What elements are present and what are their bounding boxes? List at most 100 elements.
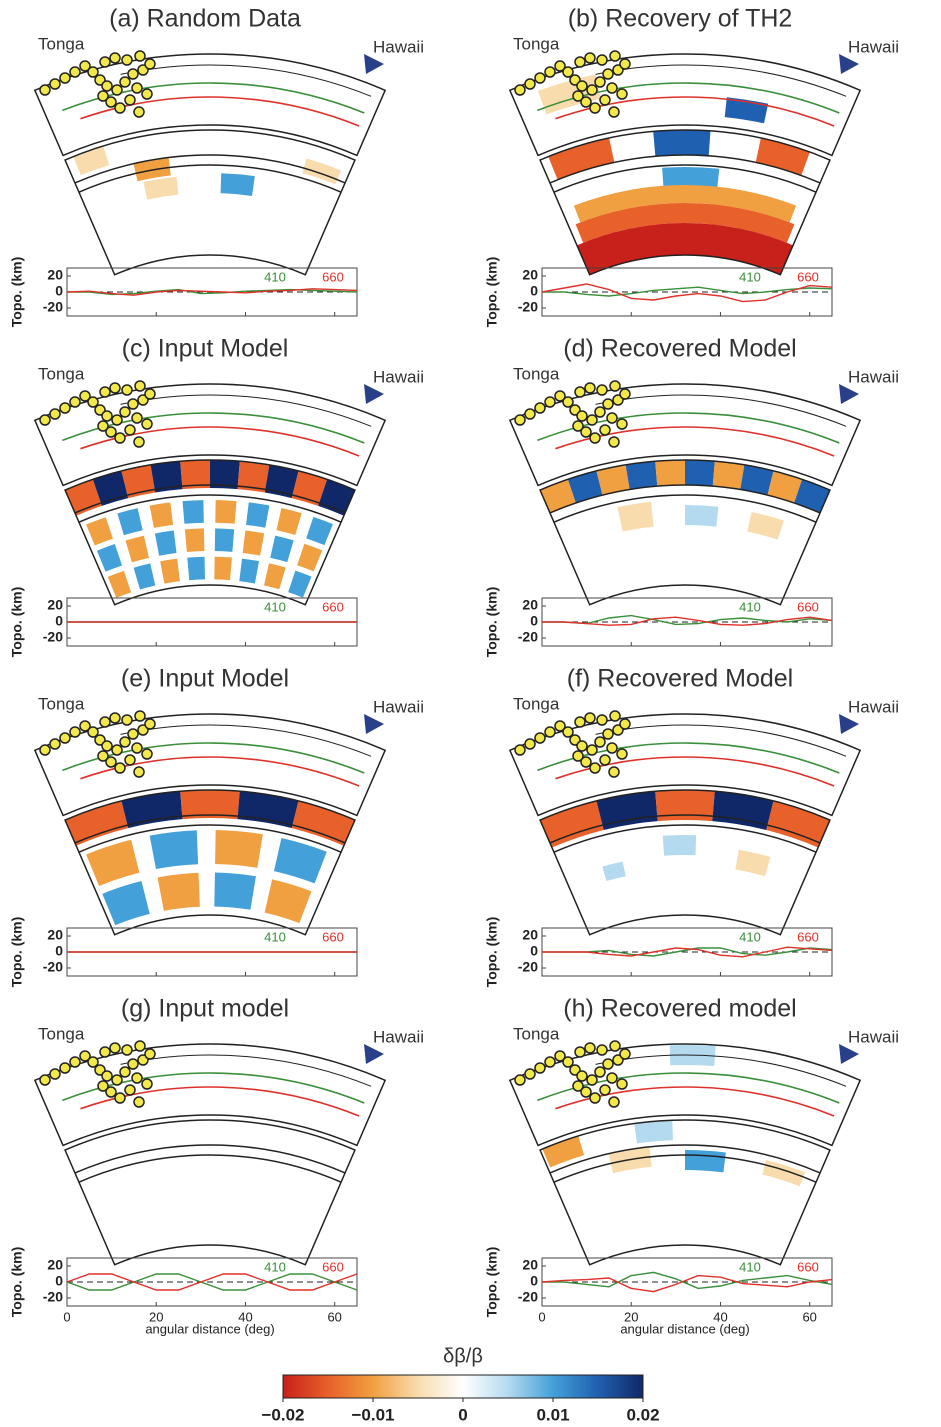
tonga-label: Tonga	[38, 694, 85, 713]
colorbar-tick-label: −0.01	[351, 1405, 394, 1424]
earthquake	[112, 85, 122, 95]
anomaly	[86, 517, 113, 545]
station	[364, 384, 384, 404]
anomaly	[265, 879, 312, 923]
y-tick-label: 20	[47, 927, 63, 943]
anomaly	[215, 830, 263, 868]
earthquake	[581, 1087, 591, 1097]
earthquake	[581, 97, 591, 107]
earthquake	[135, 51, 145, 61]
panel: (c) Input ModelTongaHawaii200-20Topo. (k…	[9, 335, 424, 658]
y-axis-label: Topo. (km)	[484, 587, 500, 658]
y-tick-label: 0	[530, 613, 538, 629]
anomaly	[214, 873, 256, 910]
earthquake	[545, 727, 555, 737]
earthquake	[106, 427, 116, 437]
topo-line	[542, 284, 832, 302]
earthquake	[110, 1043, 120, 1053]
earthquake	[102, 741, 112, 751]
x-axis-label: angular distance (deg)	[145, 1321, 274, 1336]
earthquake	[525, 409, 535, 419]
anomaly	[634, 1120, 673, 1143]
earthquake	[40, 745, 50, 755]
earthquake	[575, 387, 585, 397]
earthquake	[110, 383, 120, 393]
earthquake	[525, 79, 535, 89]
ray	[121, 725, 371, 756]
anomaly	[626, 461, 658, 489]
earthquake	[106, 97, 116, 107]
panel-title: (e) Input Model	[121, 665, 289, 693]
earthquake	[120, 1067, 130, 1077]
hawaii-label: Hawaii	[848, 367, 899, 386]
y-tick-label: 0	[530, 943, 538, 959]
earthquake	[610, 51, 620, 61]
station	[364, 54, 384, 74]
anomaly	[134, 563, 156, 589]
earthquake	[134, 107, 144, 117]
earthquake	[535, 73, 545, 83]
earthquake	[620, 1049, 630, 1059]
series-label: 410	[739, 1259, 761, 1274]
anomaly	[215, 528, 234, 552]
anomaly	[150, 502, 173, 527]
y-tick-label: -20	[518, 629, 538, 645]
y-axis-label: Topo. (km)	[484, 257, 500, 328]
anomaly	[125, 536, 148, 563]
y-axis-label: Topo. (km)	[9, 917, 25, 988]
anomaly	[97, 544, 122, 572]
earthquake	[50, 79, 60, 89]
earthquake	[70, 67, 80, 77]
earthquake	[134, 767, 144, 777]
earthquake	[597, 715, 607, 725]
earthquake	[60, 733, 70, 743]
earthquake	[581, 427, 591, 437]
earthquake	[609, 107, 619, 117]
earthquake	[515, 1075, 525, 1085]
anomaly	[276, 508, 301, 535]
earthquake	[610, 711, 620, 721]
earthquake	[590, 1093, 600, 1103]
anomaly	[747, 512, 784, 540]
hawaii-label: Hawaii	[848, 697, 899, 716]
earthquake	[142, 1079, 152, 1089]
series-label: 660	[797, 269, 819, 284]
earthquake	[515, 745, 525, 755]
station	[839, 54, 859, 74]
earthquake	[102, 81, 112, 91]
y-axis-label: Topo. (km)	[484, 1247, 500, 1318]
earthquake	[600, 425, 610, 435]
anomaly	[117, 508, 142, 535]
earthquake	[132, 1073, 142, 1083]
earthquake	[128, 1059, 138, 1069]
earthquake	[122, 55, 132, 65]
earthquake	[100, 1047, 110, 1057]
panel: (d) Recovered ModelTongaHawaii200-20Topo…	[484, 335, 899, 658]
y-tick-label: 0	[55, 613, 63, 629]
y-tick-label: 20	[522, 597, 538, 613]
anomaly	[685, 460, 715, 486]
y-tick-label: 20	[47, 597, 63, 613]
figure: (a) Random DataTongaHawaii200-20Topo. (k…	[0, 0, 941, 1427]
anomaly	[246, 502, 269, 527]
hawaii-label: Hawaii	[373, 697, 424, 716]
earthquake	[597, 55, 607, 65]
anomaly	[270, 536, 293, 563]
earthquake	[581, 757, 591, 767]
earthquake	[145, 389, 155, 399]
earthquake	[122, 385, 132, 395]
panel: (f) Recovered ModelTongaHawaii200-20Topo…	[484, 665, 899, 988]
anomaly	[215, 500, 236, 524]
lower-box	[65, 1120, 355, 1265]
series-label: 410	[739, 599, 761, 614]
y-axis-label: Topo. (km)	[9, 1247, 25, 1318]
hawaii-label: Hawaii	[848, 1027, 899, 1046]
earthquake	[577, 1071, 587, 1081]
earthquake	[595, 407, 605, 417]
y-tick-label: 20	[47, 267, 63, 283]
earthquake	[577, 81, 587, 91]
y-tick-label: 20	[522, 927, 538, 943]
earthquake	[577, 411, 587, 421]
earthquake	[609, 437, 619, 447]
